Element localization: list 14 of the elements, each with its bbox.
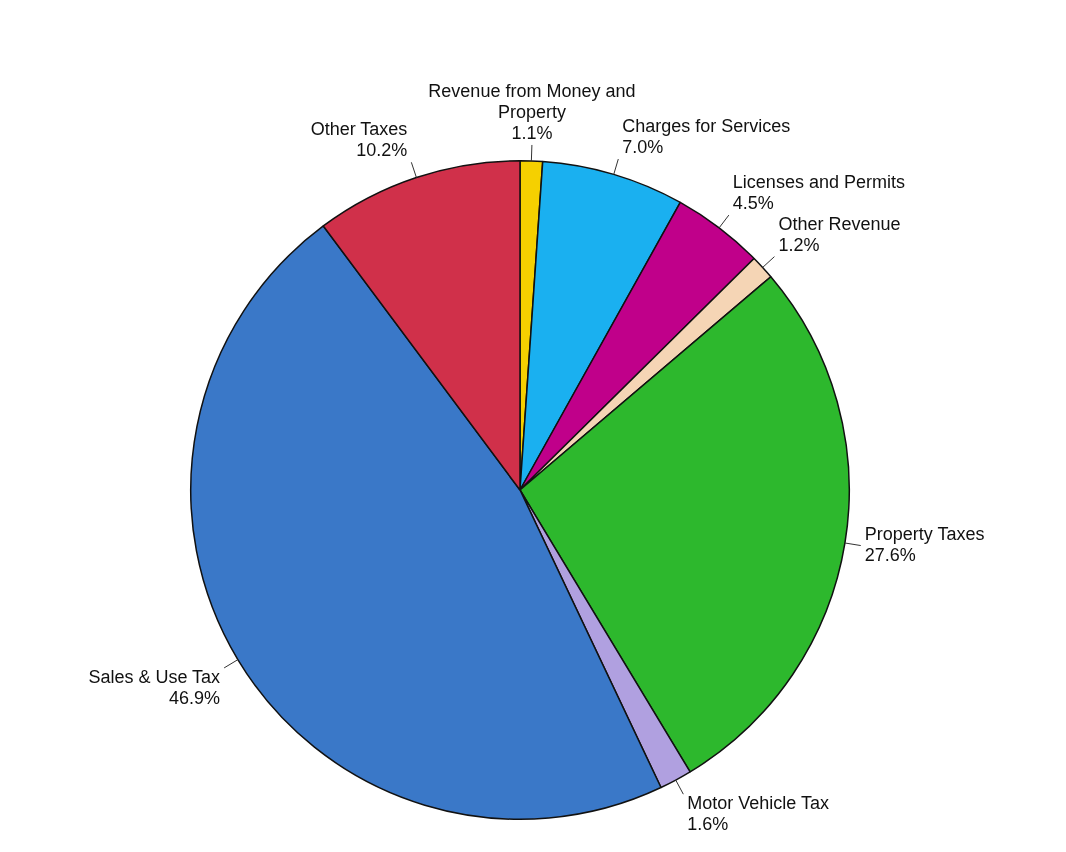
data-label: 27.6% (864, 544, 916, 565)
data-label: 10.2% (356, 140, 408, 161)
data-label: 46.9% (169, 687, 221, 708)
data-label: 1.1% (511, 122, 553, 143)
slice-label: Sales & Use Tax (88, 666, 221, 687)
slice-label: Motor Vehicle Tax (687, 793, 830, 814)
data-label: 1.6% (687, 814, 729, 835)
data-label: 1.2% (778, 234, 820, 255)
data-label: 4.5% (732, 193, 774, 214)
data-label: 7.0% (622, 137, 664, 158)
slice-label: Licenses and Permits (732, 172, 905, 193)
slice-label: Other Revenue (778, 213, 901, 234)
slice-label: Property Taxes (864, 523, 985, 544)
slice-label: Other Taxes (310, 119, 408, 140)
